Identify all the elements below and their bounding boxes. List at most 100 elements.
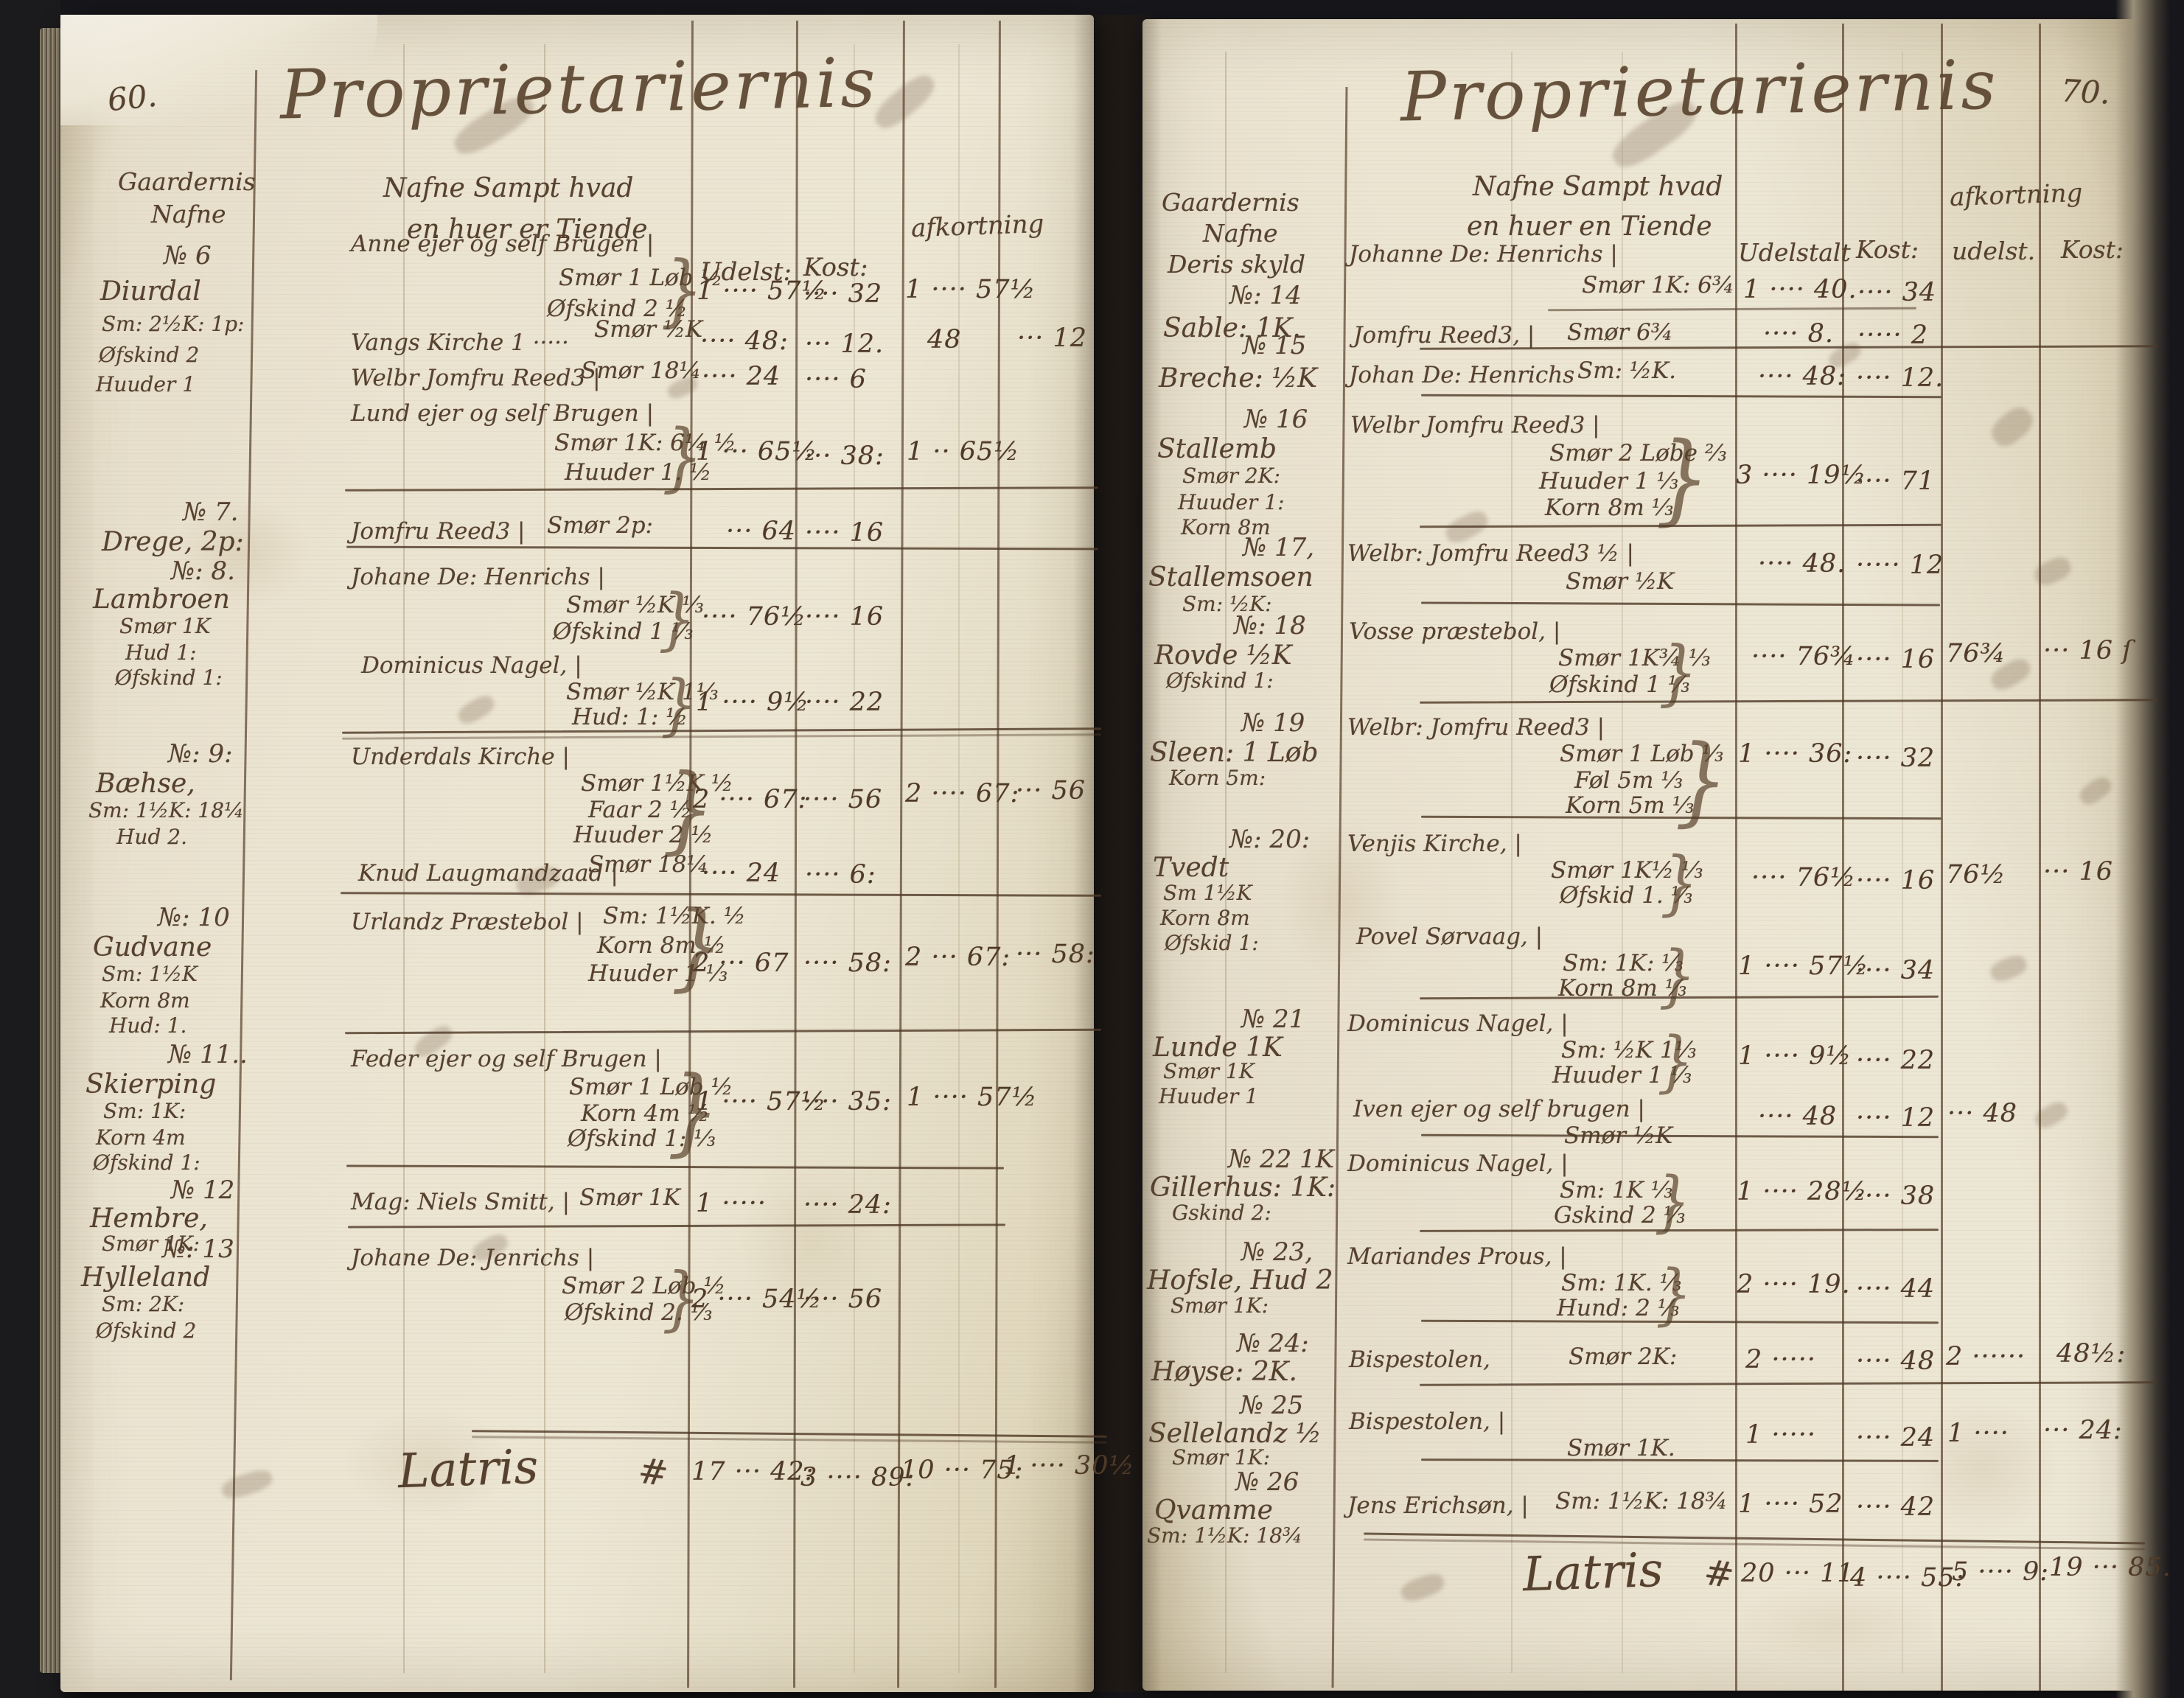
brace-mark: } xyxy=(1656,421,1710,537)
farm-name: Drege, 2p: xyxy=(102,527,244,557)
tithe-item: Øfskid 1. ⅓ xyxy=(1560,882,1693,909)
farm-name: Gillerhus: 1K: xyxy=(1150,1173,1336,1203)
farm-name: Hylleland xyxy=(81,1262,211,1293)
value-afk-udelst: 1 ···· 57½ xyxy=(907,1083,1038,1112)
latris-value: 1 ···· 30½ xyxy=(1004,1451,1135,1481)
ledger-subtitle: en huer er Tiende xyxy=(407,214,648,245)
farm-name: Høyse: 2K. xyxy=(1151,1357,1297,1387)
farm-name: Sleen: 1 Løb xyxy=(1150,738,1319,768)
farm-detail: Øfskind 2 xyxy=(96,1318,197,1343)
proprietor-name: Jomfru Reed3 | xyxy=(351,518,526,545)
tithe-item: Smør 2K: xyxy=(1569,1344,1678,1370)
value-udelst: ···· 48: xyxy=(1758,362,1846,391)
col-header-kost: Kost: xyxy=(1856,235,1919,264)
ledger-title: Proprietariernis xyxy=(1399,45,2000,137)
right-page xyxy=(1142,19,2136,1691)
value-kost: ···· 24 xyxy=(1856,1423,1936,1453)
proprietor-name: Anne ejer og self Brugen | xyxy=(351,231,655,257)
entry-number: № 25 xyxy=(1240,1391,1304,1420)
value-kost: ··· 12. xyxy=(805,329,885,359)
proprietor-name: Welbr: Jomfru Reed3 ½ | xyxy=(1347,540,1634,567)
col-header-afk-kost: Kost: xyxy=(2061,235,2124,264)
value-udelst: 1 ···· 28½ xyxy=(1737,1177,1868,1206)
proprietor-name: Bispestolen, xyxy=(1349,1346,1490,1373)
entry-number: № 17, xyxy=(1243,533,1315,562)
col-header-afk-udelst: udelst. xyxy=(1952,237,2036,265)
value-udelst: ···· 24 xyxy=(702,362,781,391)
farm-name: Gudvane xyxy=(93,932,212,962)
proprietor-name: Johane De: Henrichs | xyxy=(351,564,605,590)
brace-mark: } xyxy=(1660,842,1699,924)
farm-name: Qvamme xyxy=(1154,1495,1273,1526)
farm-detail: Sm: 2½K: 1p: xyxy=(102,312,245,336)
value-udelst: 2 ···· 67: xyxy=(693,785,808,814)
column-rule xyxy=(1842,24,1844,1691)
farm-detail: Øfskind 1: xyxy=(93,1150,200,1175)
value-kost: ···· 44 xyxy=(1856,1274,1936,1304)
tithe-item: Øfskind 1: ⅓ xyxy=(568,1125,716,1152)
farm-detail: Øfskid 1: xyxy=(1165,931,1259,955)
latris-value: 4 ···· 55: xyxy=(1850,1563,1965,1593)
tithe-item: Føl 5m ⅓ xyxy=(1574,767,1684,794)
farm-detail: Smør 1K xyxy=(119,614,211,638)
tithe-item: Sm: 1½K: 18¾ xyxy=(1555,1488,1728,1514)
paper-stain xyxy=(147,472,339,634)
tithe-item: Huuder 1. ½ xyxy=(565,459,712,486)
proprietor-name: Underdals Kirche | xyxy=(351,744,570,770)
farm-name: Skierping xyxy=(86,1069,217,1100)
value-kost: ···· 22 xyxy=(1856,1046,1936,1075)
value-kost: ···· 32 xyxy=(803,279,883,309)
entry-number: № 12 xyxy=(171,1175,235,1205)
entry-number: №: 14 xyxy=(1229,281,1302,310)
farm-col-header: Nafne xyxy=(151,200,226,228)
tithe-item: Smør ½K xyxy=(1566,568,1675,595)
brace-mark: } xyxy=(662,1258,701,1340)
tithe-item: Huuder 1 ⅓ xyxy=(588,960,728,987)
proprietor-name: Welbr Jomfru Reed3 | xyxy=(351,365,601,391)
farm-name: Breche: ½K xyxy=(1159,363,1317,394)
value-kost: ···· 22 xyxy=(805,688,885,717)
farm-detail: Hud: 1. xyxy=(109,1013,187,1038)
guide-rule xyxy=(1511,52,1513,1673)
paper-texture-left xyxy=(60,15,1094,1692)
farm-detail: Huuder 1 xyxy=(96,372,196,396)
value-kost: ···· 6 xyxy=(805,365,867,394)
proprietor-name: Iven ejer og self brugen | xyxy=(1353,1096,1645,1122)
brace-mark: } xyxy=(662,754,715,864)
proprietor-name: Venjis Kirche, | xyxy=(1347,831,1522,857)
proprietor-name: Johan De: Henrichs xyxy=(1349,362,1575,388)
entry-number: № 22 1K xyxy=(1228,1145,1335,1174)
farm-detail: Huuder 1: xyxy=(1178,490,1285,514)
proprietor-name: Urlandz Præstebol | xyxy=(351,909,584,935)
tithe-item: Øfskind 1 ⅓ xyxy=(553,618,694,645)
tithe-item: Smør 18¼ xyxy=(588,851,709,878)
value-kost: ····· 12 xyxy=(1856,551,1944,580)
latris-value: 20 ··· 11. xyxy=(1741,1559,1863,1588)
col-header-afkortning: afkortning xyxy=(1949,178,2083,213)
col-header-udelst: Udelst: xyxy=(700,257,792,287)
value-kost: ···· 42 xyxy=(1856,1492,1936,1522)
farm-detail: Huuder 1 xyxy=(1159,1084,1259,1108)
proprietor-name: Povel Sørvaag, | xyxy=(1356,923,1543,950)
farm-detail: Gskind 2: xyxy=(1172,1201,1271,1225)
proprietor-name: Vangs Kirche 1 ····· xyxy=(351,329,569,356)
entry-number: № 19 xyxy=(1241,708,1305,738)
proprietor-name: Vosse præstebol, | xyxy=(1349,618,1561,645)
brace-mark: } xyxy=(1658,630,1698,714)
value-udelst: 1 ····· xyxy=(696,1189,767,1218)
value-kost: ···· 56 xyxy=(803,1285,883,1314)
tithe-item: Smør 1 Løb ⅓ xyxy=(1560,741,1724,767)
brace-mark: } xyxy=(671,891,724,1002)
farm-detail: Øfskind 2 xyxy=(99,343,200,367)
tithe-item: Smør 1K½ ⅓ xyxy=(1551,857,1703,884)
latris-value: 5 ···· 9: xyxy=(1952,1557,2050,1587)
entry-number: № 11.. xyxy=(168,1040,248,1069)
value-afk-udelst: 1 ·· 65½ xyxy=(907,437,1020,467)
brace-mark: } xyxy=(1658,935,1696,1015)
farm-name: Stallemsoen xyxy=(1148,562,1313,593)
value-kost: ····· 2 xyxy=(1857,321,1929,350)
value-udelst: 1 ···· 9½ xyxy=(696,688,810,717)
tithe-item: Sm: ½K 1⅓ xyxy=(1561,1037,1697,1063)
value-udelst: 2 ··· 67 xyxy=(693,948,789,978)
farm-detail: Hud 1: xyxy=(125,640,197,665)
